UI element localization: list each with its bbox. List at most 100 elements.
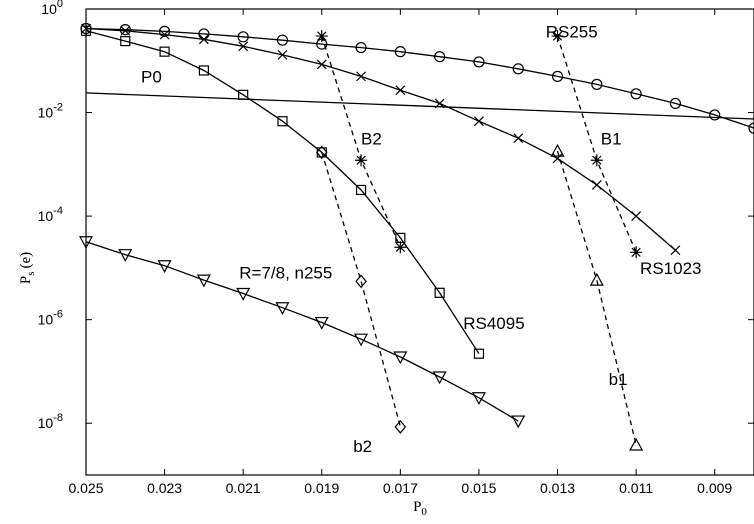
point-r-7-8-n255 bbox=[196, 274, 211, 288]
y-tick-label: 10-4 bbox=[38, 205, 63, 224]
annotations: RS255 P0 B2 B1 RS1023 R=7/8, n255 RS4095 b1 b2 bbox=[141, 23, 701, 456]
point-r-7-8-n255 bbox=[511, 415, 526, 429]
point-rs1023 bbox=[395, 85, 406, 96]
point-r-7-8-n255 bbox=[236, 287, 251, 301]
series-lines bbox=[85, 27, 754, 446]
x-tick-label: 0.019 bbox=[304, 480, 339, 496]
label-b1: b1 bbox=[609, 370, 628, 389]
point-rs1023 bbox=[513, 133, 524, 144]
point-rs1023 bbox=[120, 25, 131, 36]
series-line-p0 bbox=[85, 92, 754, 120]
point-rs255 bbox=[669, 97, 682, 110]
point-rs255 bbox=[512, 63, 524, 75]
label-rs4095: RS4095 bbox=[463, 314, 524, 333]
point-b1 bbox=[629, 437, 644, 451]
series-markers bbox=[78, 22, 754, 451]
point-b1 bbox=[589, 272, 604, 286]
x-axis-title: P0 bbox=[413, 499, 427, 518]
point-rs1023 bbox=[434, 98, 445, 109]
point-rs1023 bbox=[277, 49, 288, 60]
label-b1: B1 bbox=[601, 130, 622, 149]
point-rs4095 bbox=[277, 116, 288, 127]
point-rs255 bbox=[237, 31, 249, 43]
point-rs4095 bbox=[198, 65, 209, 76]
point-b1 bbox=[630, 246, 643, 259]
point-rs255 bbox=[355, 41, 367, 54]
point-rs255 bbox=[119, 24, 131, 36]
x-tick-label: 0.021 bbox=[226, 480, 261, 496]
point-rs1023 bbox=[159, 29, 170, 40]
y-tick-label: 10-8 bbox=[38, 412, 63, 431]
point-r-7-8-n255 bbox=[471, 392, 486, 406]
y-tick-label: 100 bbox=[41, 0, 63, 17]
point-b1 bbox=[551, 30, 564, 43]
label-b2: B2 bbox=[361, 130, 382, 149]
label-rs255: RS255 bbox=[546, 23, 598, 42]
point-r-7-8-n255 bbox=[314, 316, 329, 330]
point-rs1023 bbox=[631, 211, 642, 222]
point-rs255 bbox=[394, 46, 406, 58]
x-tick-label: 0.017 bbox=[383, 480, 418, 496]
point-rs255 bbox=[434, 51, 446, 63]
point-rs4095 bbox=[120, 35, 131, 47]
x-tick-label: 0.025 bbox=[68, 480, 103, 496]
point-rs255 bbox=[748, 122, 754, 134]
point-b2 bbox=[355, 274, 367, 289]
series-line-r-7-8-n255 bbox=[85, 241, 519, 422]
point-rs255 bbox=[276, 34, 289, 46]
point-rs1023 bbox=[198, 34, 209, 45]
point-r-7-8-n255 bbox=[78, 236, 94, 249]
y-axis-title: Ps(e) bbox=[18, 252, 37, 284]
point-rs1023 bbox=[474, 116, 484, 127]
point-b2 bbox=[315, 145, 328, 160]
point-b2 bbox=[394, 241, 407, 254]
point-r-7-8-n255 bbox=[157, 260, 172, 273]
point-rs4095 bbox=[80, 25, 92, 36]
tick-labels: 0.025 0.023 0.021 0.019 0.017 0.015 0.013 0.011… bbox=[38, 0, 733, 496]
label-r-7-8-n255: R=7/8, n255 bbox=[239, 263, 332, 282]
point-rs255 bbox=[551, 70, 564, 82]
point-rs1023 bbox=[356, 71, 366, 82]
x-tick-label: 0.023 bbox=[147, 480, 182, 496]
point-r-7-8-n255 bbox=[275, 302, 290, 315]
point-r-7-8-n255 bbox=[393, 351, 408, 365]
point-r-7-8-n255 bbox=[354, 333, 369, 347]
point-r-7-8-n255 bbox=[118, 249, 133, 262]
x-tick-label: 0.011 bbox=[619, 480, 653, 496]
point-b1 bbox=[590, 154, 603, 167]
label-rs1023: RS1023 bbox=[640, 259, 701, 278]
series-line-b2 bbox=[321, 152, 402, 428]
point-rs4095 bbox=[159, 46, 170, 57]
series-line-rs1023 bbox=[85, 27, 676, 251]
point-rs1023 bbox=[81, 23, 91, 34]
point-rs4095 bbox=[355, 184, 367, 196]
point-rs255 bbox=[630, 88, 642, 100]
point-rs4095 bbox=[238, 89, 249, 100]
plot-area bbox=[85, 8, 754, 476]
point-rs1023 bbox=[552, 153, 563, 164]
y-tick-label: 10-6 bbox=[38, 309, 63, 328]
point-rs4095 bbox=[434, 287, 445, 298]
point-rs1023 bbox=[591, 180, 602, 190]
y-tick-label: 10-2 bbox=[38, 102, 63, 121]
series-line-b1 bbox=[556, 150, 637, 446]
point-b2 bbox=[315, 30, 328, 43]
point-rs255 bbox=[158, 25, 171, 37]
point-rs4095 bbox=[473, 348, 485, 359]
x-tick-label: 0.013 bbox=[540, 480, 575, 496]
series-line-rs255 bbox=[85, 27, 754, 129]
point-rs255 bbox=[709, 109, 721, 121]
series-line-rs4095 bbox=[85, 30, 480, 355]
label-b2: b2 bbox=[353, 437, 372, 456]
x-tick-label: 0.015 bbox=[461, 480, 496, 496]
point-rs1023 bbox=[238, 41, 249, 52]
point-rs1023 bbox=[670, 245, 681, 256]
point-b2 bbox=[394, 419, 407, 434]
point-rs255 bbox=[591, 78, 603, 90]
label-p0: P0 bbox=[141, 68, 162, 87]
point-b2 bbox=[355, 154, 368, 167]
point-rs1023 bbox=[316, 59, 327, 70]
point-rs255 bbox=[473, 56, 485, 68]
axis-ticks bbox=[85, 8, 754, 475]
